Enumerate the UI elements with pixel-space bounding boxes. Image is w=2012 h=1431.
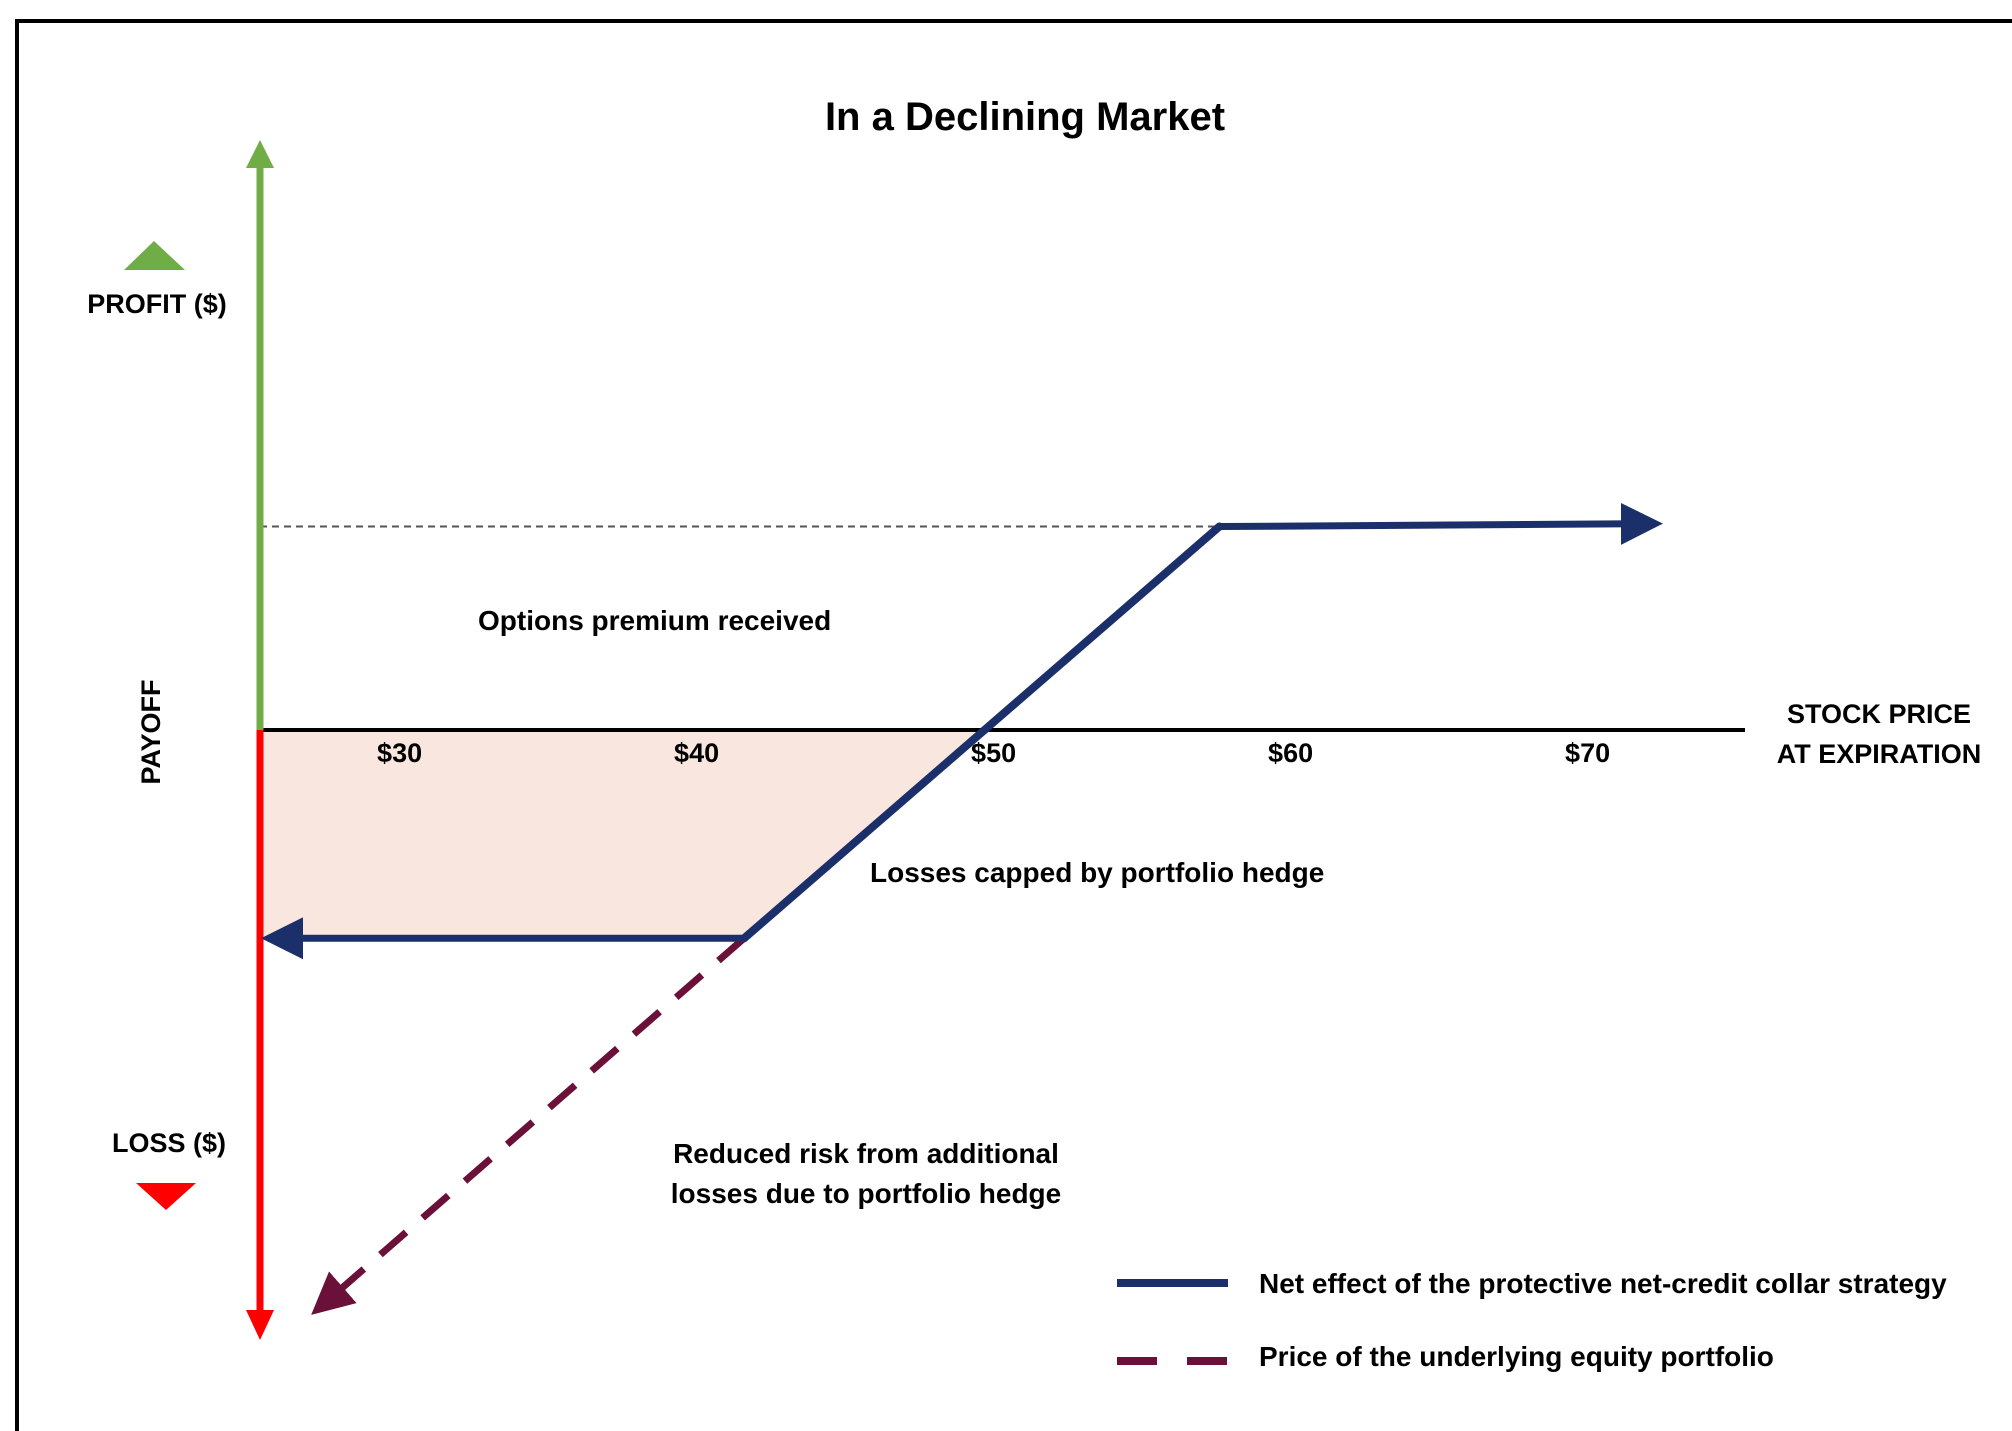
annotation-losses-capped: Losses capped by portfolio hedge [870, 857, 1324, 888]
loss-label: LOSS ($) [112, 1128, 226, 1158]
profit-axis-arrowhead [246, 140, 274, 168]
series-underlying-line [311, 935, 747, 1315]
legend: Net effect of the protective net-credit … [1117, 1268, 1947, 1372]
annotation-reduced-risk-line-1: Reduced risk from additional [673, 1138, 1059, 1169]
chart-frame [15, 19, 2012, 1431]
plot-area: $30 $40 $50 $60 $70 [124, 140, 1745, 1340]
profit-label: PROFIT ($) [87, 289, 227, 319]
profit-up-icon [124, 241, 185, 270]
x-tick-label: $40 [674, 738, 719, 768]
legend-label-underlying: Price of the underlying equity portfolio [1259, 1341, 1774, 1372]
y-axis-label: PAYOFF [136, 679, 166, 784]
x-axis-label-line-1: STOCK PRICE [1787, 699, 1971, 729]
loss-axis-arrowhead [246, 1310, 274, 1340]
annotation-reduced-risk-line-2: losses due to portfolio hedge [671, 1178, 1061, 1209]
x-tick-label: $70 [1565, 738, 1610, 768]
x-tick-label: $30 [377, 738, 422, 768]
x-tick-label: $60 [1268, 738, 1313, 768]
series-net-right-segment [1219, 502, 1663, 545]
x-tick-label: $50 [971, 738, 1016, 768]
chart-title: In a Declining Market [825, 95, 1225, 139]
x-axis-label-line-2: AT EXPIRATION [1777, 739, 1982, 769]
annotation-premium: Options premium received [478, 605, 831, 636]
loss-down-icon [136, 1183, 196, 1210]
series-net-ramp-segment [740, 522, 1224, 943]
legend-label-net: Net effect of the protective net-credit … [1259, 1268, 1947, 1299]
